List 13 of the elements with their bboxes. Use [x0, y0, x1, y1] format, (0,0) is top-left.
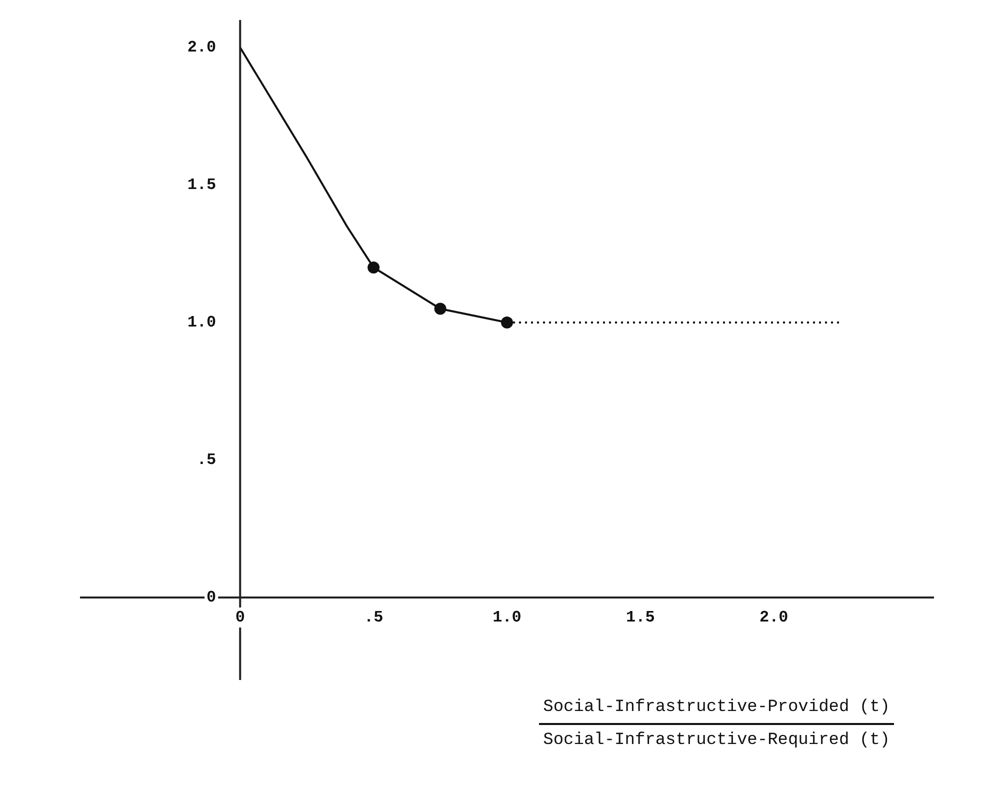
y-tick-label: 1.5 [187, 176, 216, 194]
x-axis-title: Social-Infrastructive-Provided (t) [539, 698, 894, 725]
text: Social-Infrastructive-Required (t) [542, 730, 891, 750]
y-tick-label: 0 [206, 588, 216, 607]
y-tick-label: .5 [196, 451, 216, 470]
y-tick-label: 1.0 [187, 314, 216, 332]
x-tick-label: .5 [364, 608, 384, 627]
point [501, 316, 513, 328]
y-tick-label: 2.0 [187, 38, 216, 57]
x-tick-label: 0 [235, 608, 245, 627]
x-tick-label: 1.5 [626, 608, 655, 627]
x-tick-label: 1.0 [492, 608, 522, 627]
x-tick-label: 2.0 [759, 608, 788, 627]
